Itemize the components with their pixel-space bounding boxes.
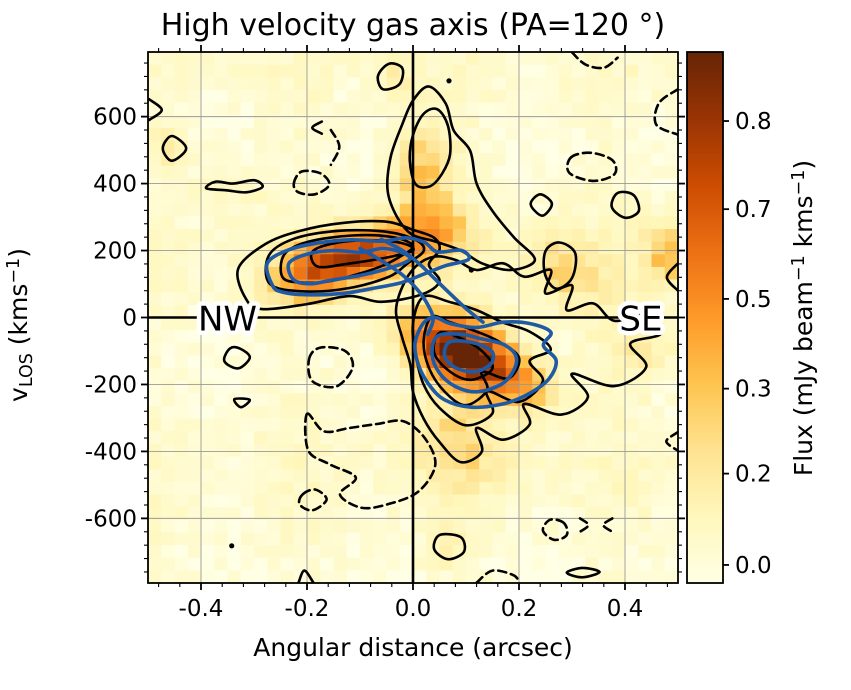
colorbar-ticks — [723, 120, 729, 566]
y-tick-label: -400 — [85, 439, 137, 465]
axis-ticks — [141, 45, 685, 590]
contours-blue — [264, 236, 559, 410]
x-tick-label: 0.0 — [395, 596, 432, 622]
contour-dots — [229, 78, 474, 549]
y-tick-label: 200 — [93, 239, 137, 265]
colorbar-tick-label: 0.3 — [735, 377, 772, 403]
y-tick-label: -200 — [85, 372, 137, 398]
annotation-se: SE — [619, 300, 662, 340]
y-tick-label: 0 — [122, 306, 137, 332]
chart-title: High velocity gas axis (PA=120 °) — [160, 8, 666, 43]
contours-black-dashed — [292, 52, 678, 583]
x-tick-label: 0.2 — [501, 596, 538, 622]
colorbar — [687, 52, 723, 583]
x-axis-label: Angular distance (arcsec) — [253, 633, 573, 662]
y-tick-label: -600 — [85, 506, 137, 532]
y-tick-label: 400 — [93, 172, 137, 198]
colorbar-tick-label: 0.0 — [735, 553, 772, 579]
colorbar-label: Flux (mJy beam−1 kms−1) — [789, 160, 818, 476]
x-tick-label: -0.2 — [285, 596, 330, 622]
contours-black-solid — [148, 62, 678, 583]
colorbar-tick-label: 0.7 — [735, 197, 772, 223]
x-tick-label: -0.4 — [179, 596, 224, 622]
x-tick-label: 0.4 — [607, 596, 644, 622]
colorbar-tick-label: 0.5 — [735, 287, 772, 313]
y-tick-label: 600 — [93, 105, 137, 131]
annotation-nw: NW — [198, 300, 257, 340]
y-axis-label: vLOS (kms−1) — [4, 248, 37, 402]
colorbar-tick-label: 0.8 — [735, 109, 772, 135]
colorbar-frame — [686, 51, 724, 584]
colorbar-tick-label: 0.2 — [735, 462, 772, 488]
